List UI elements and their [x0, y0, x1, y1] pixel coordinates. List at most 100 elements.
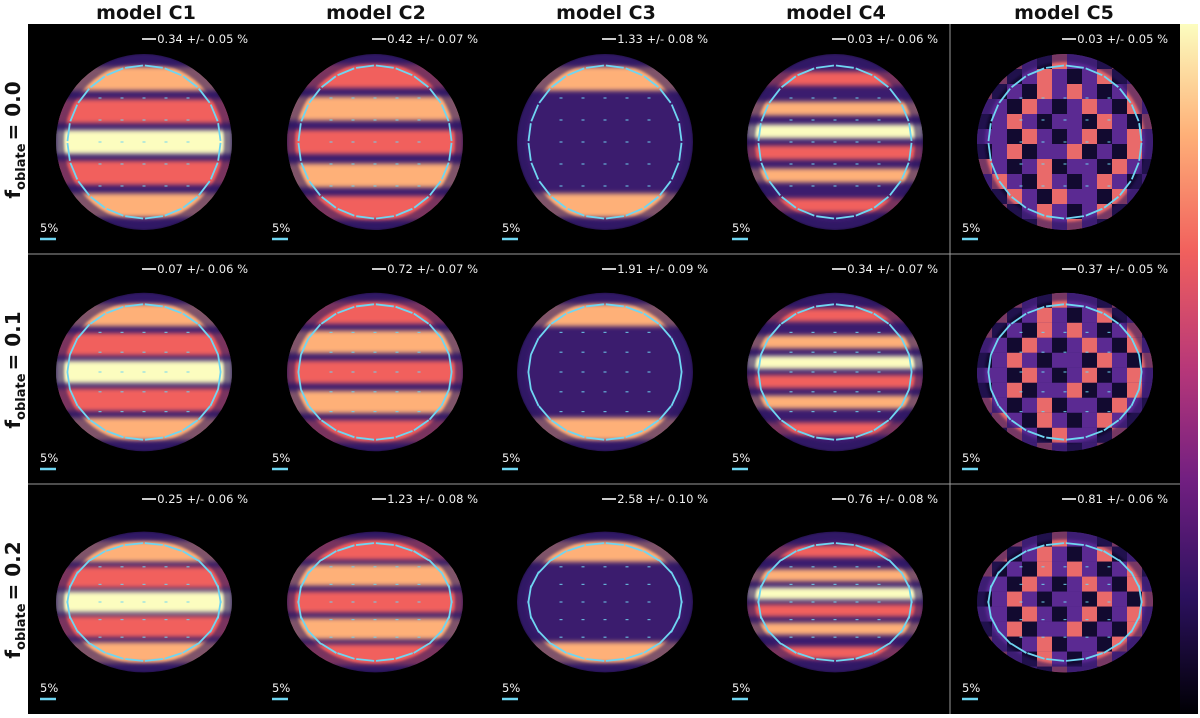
scale-label: 5% — [732, 451, 750, 465]
panel-r1-c4: 0.37 +/- 0.05 % 5% — [950, 254, 1180, 484]
polarization-value: 0.03 +/- 0.05 % — [1077, 32, 1168, 46]
vector — [835, 215, 855, 220]
polarization-value: 0.72 +/- 0.07 % — [387, 262, 478, 276]
vector — [1046, 215, 1065, 220]
vector — [182, 550, 199, 562]
vector — [1085, 67, 1103, 77]
vector — [527, 123, 532, 142]
patch — [1007, 144, 1022, 159]
band — [747, 622, 923, 635]
vector — [428, 405, 442, 421]
vector — [855, 430, 873, 439]
vector — [76, 559, 91, 574]
patch — [1082, 322, 1097, 338]
band — [56, 616, 232, 638]
patch — [1022, 561, 1037, 577]
polarization-vectors — [66, 303, 222, 441]
vector — [440, 389, 450, 407]
vector — [835, 303, 854, 308]
patch — [1022, 621, 1037, 637]
patch — [1007, 174, 1022, 189]
vector — [757, 123, 762, 142]
patch — [1067, 322, 1082, 338]
patch — [1037, 561, 1052, 577]
patch — [1067, 174, 1082, 189]
patch — [1082, 84, 1097, 99]
vector — [855, 67, 873, 77]
vector — [375, 658, 395, 662]
vector — [395, 652, 413, 660]
patch — [1082, 546, 1097, 562]
band — [747, 355, 923, 370]
vector — [625, 652, 643, 660]
patch — [1022, 636, 1037, 652]
vector — [767, 559, 782, 574]
patch — [1082, 144, 1097, 159]
patch — [1007, 621, 1022, 637]
patch — [1052, 397, 1067, 413]
patch — [1082, 69, 1097, 84]
patch — [1082, 576, 1097, 592]
polarization-vectors — [527, 303, 683, 441]
polarization-vectors — [66, 542, 222, 662]
vector — [1138, 600, 1143, 619]
vector — [1010, 550, 1027, 562]
patch — [1112, 174, 1127, 189]
vector — [757, 371, 762, 390]
polarization-value: 0.25 +/- 0.06 % — [157, 492, 248, 506]
vector — [182, 196, 199, 209]
patch — [1022, 114, 1037, 129]
scale-label: 5% — [962, 451, 980, 465]
vector — [816, 215, 835, 220]
vector — [124, 64, 144, 69]
vector — [527, 142, 532, 162]
vector — [989, 615, 1000, 633]
vector — [1010, 312, 1027, 325]
patch — [1037, 591, 1052, 607]
patch — [1097, 352, 1112, 368]
vector — [413, 419, 430, 432]
polarization-value: 1.33 +/- 0.08 % — [617, 32, 708, 46]
vector — [375, 436, 395, 441]
scale-label: 5% — [40, 681, 58, 695]
vector — [768, 405, 782, 421]
vector — [428, 630, 443, 645]
patch — [1052, 621, 1067, 637]
vector — [643, 642, 660, 654]
patch — [1082, 352, 1097, 368]
vector — [300, 162, 310, 180]
vector — [873, 196, 890, 209]
patch — [1097, 591, 1112, 607]
vector — [320, 75, 337, 88]
vector — [550, 419, 567, 432]
vector — [164, 305, 182, 314]
patch — [1082, 397, 1097, 413]
vector — [198, 180, 211, 196]
vector — [757, 585, 762, 604]
patch — [1052, 606, 1067, 622]
panel-r2-c3: 0.76 +/- 0.08 % 5% — [720, 484, 950, 714]
vector — [527, 585, 532, 604]
vector — [1103, 642, 1120, 654]
patch — [1022, 397, 1037, 413]
patch — [1082, 606, 1097, 622]
vector — [987, 123, 992, 142]
polarization-value: 0.81 +/- 0.06 % — [1077, 492, 1168, 506]
patch — [1112, 84, 1127, 99]
vector — [768, 180, 781, 197]
patch — [1052, 189, 1067, 204]
patch — [1067, 561, 1082, 577]
vector — [1027, 207, 1045, 217]
patch — [992, 382, 1007, 398]
patch — [1097, 636, 1112, 652]
vector — [106, 652, 124, 660]
vector — [670, 162, 680, 180]
polarization-vectors — [757, 303, 913, 441]
vector — [106, 67, 124, 77]
vector — [69, 337, 79, 355]
vector — [1138, 122, 1143, 142]
vector — [643, 196, 660, 209]
vector — [987, 585, 992, 604]
vector — [395, 305, 413, 314]
